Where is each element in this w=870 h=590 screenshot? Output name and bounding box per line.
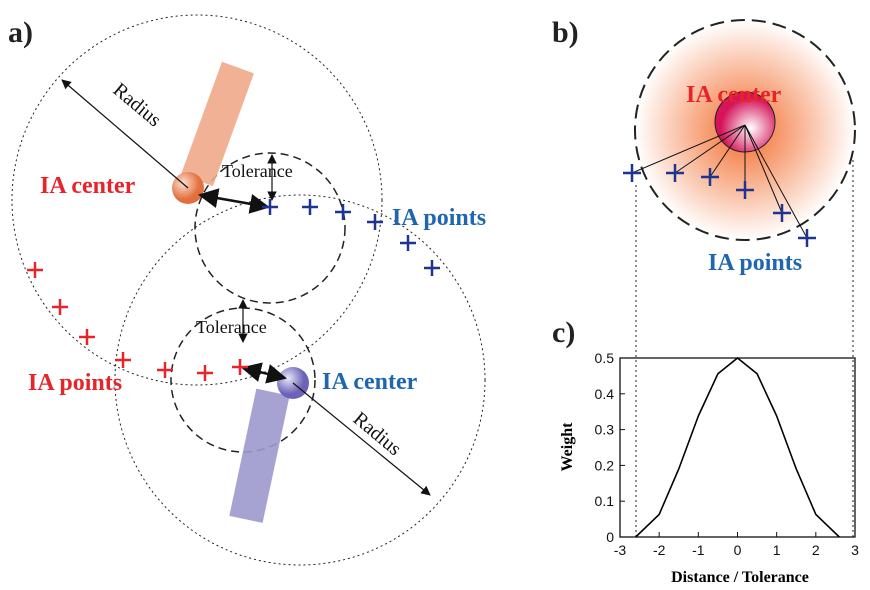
ia-center-label: IA center [40, 173, 136, 199]
tolerance-label: Tolerance [222, 161, 293, 181]
ia-points-label: IA points [392, 205, 486, 231]
panel-label: b) [552, 16, 579, 49]
x-tick-label: -2 [653, 542, 666, 558]
ia-center-label: IA center [322, 369, 418, 395]
radius-label: Radius [109, 79, 166, 132]
x-tick-label: 2 [812, 542, 820, 558]
curve [636, 358, 840, 537]
x-tick-label: 1 [773, 542, 781, 558]
distance-arrow [200, 195, 268, 207]
radius-arrow [293, 383, 430, 495]
y-tick-label: 0.5 [595, 350, 615, 366]
x-tick-label: 0 [734, 542, 742, 558]
distance-arrow [243, 368, 285, 378]
panel-label: a) [8, 16, 33, 49]
plot-frame [620, 358, 855, 537]
ia-points-label: IA points [28, 370, 122, 396]
x-tick-label: 3 [851, 542, 859, 558]
figure: a) Radius Radius Tolerance Tolerance IA … [0, 0, 870, 585]
tolerance-label: Tolerance [196, 317, 267, 337]
x-tick-label: -1 [692, 542, 705, 558]
ia-center-label: IA center [686, 82, 782, 108]
y-tick-label: 0 [606, 529, 614, 545]
x-tick-label: -3 [614, 542, 627, 558]
panel-a: a) Radius Radius Tolerance Tolerance IA … [8, 15, 486, 565]
y-tick-label: 0.1 [595, 493, 615, 509]
rod [229, 389, 289, 523]
panel-c: c) Distance / Tolerance Weight -3 -2 -1 0 1 2… [552, 316, 859, 585]
y-tick-label: 0.4 [595, 386, 615, 402]
panel-label: c) [552, 316, 575, 349]
ia-points-label: IA points [708, 250, 802, 276]
y-tick-label: 0.3 [595, 422, 615, 438]
x-axis-label: Distance / Tolerance [671, 569, 809, 585]
y-axis-label: Weight [559, 422, 576, 472]
y-tick-label: 0.2 [595, 457, 615, 473]
